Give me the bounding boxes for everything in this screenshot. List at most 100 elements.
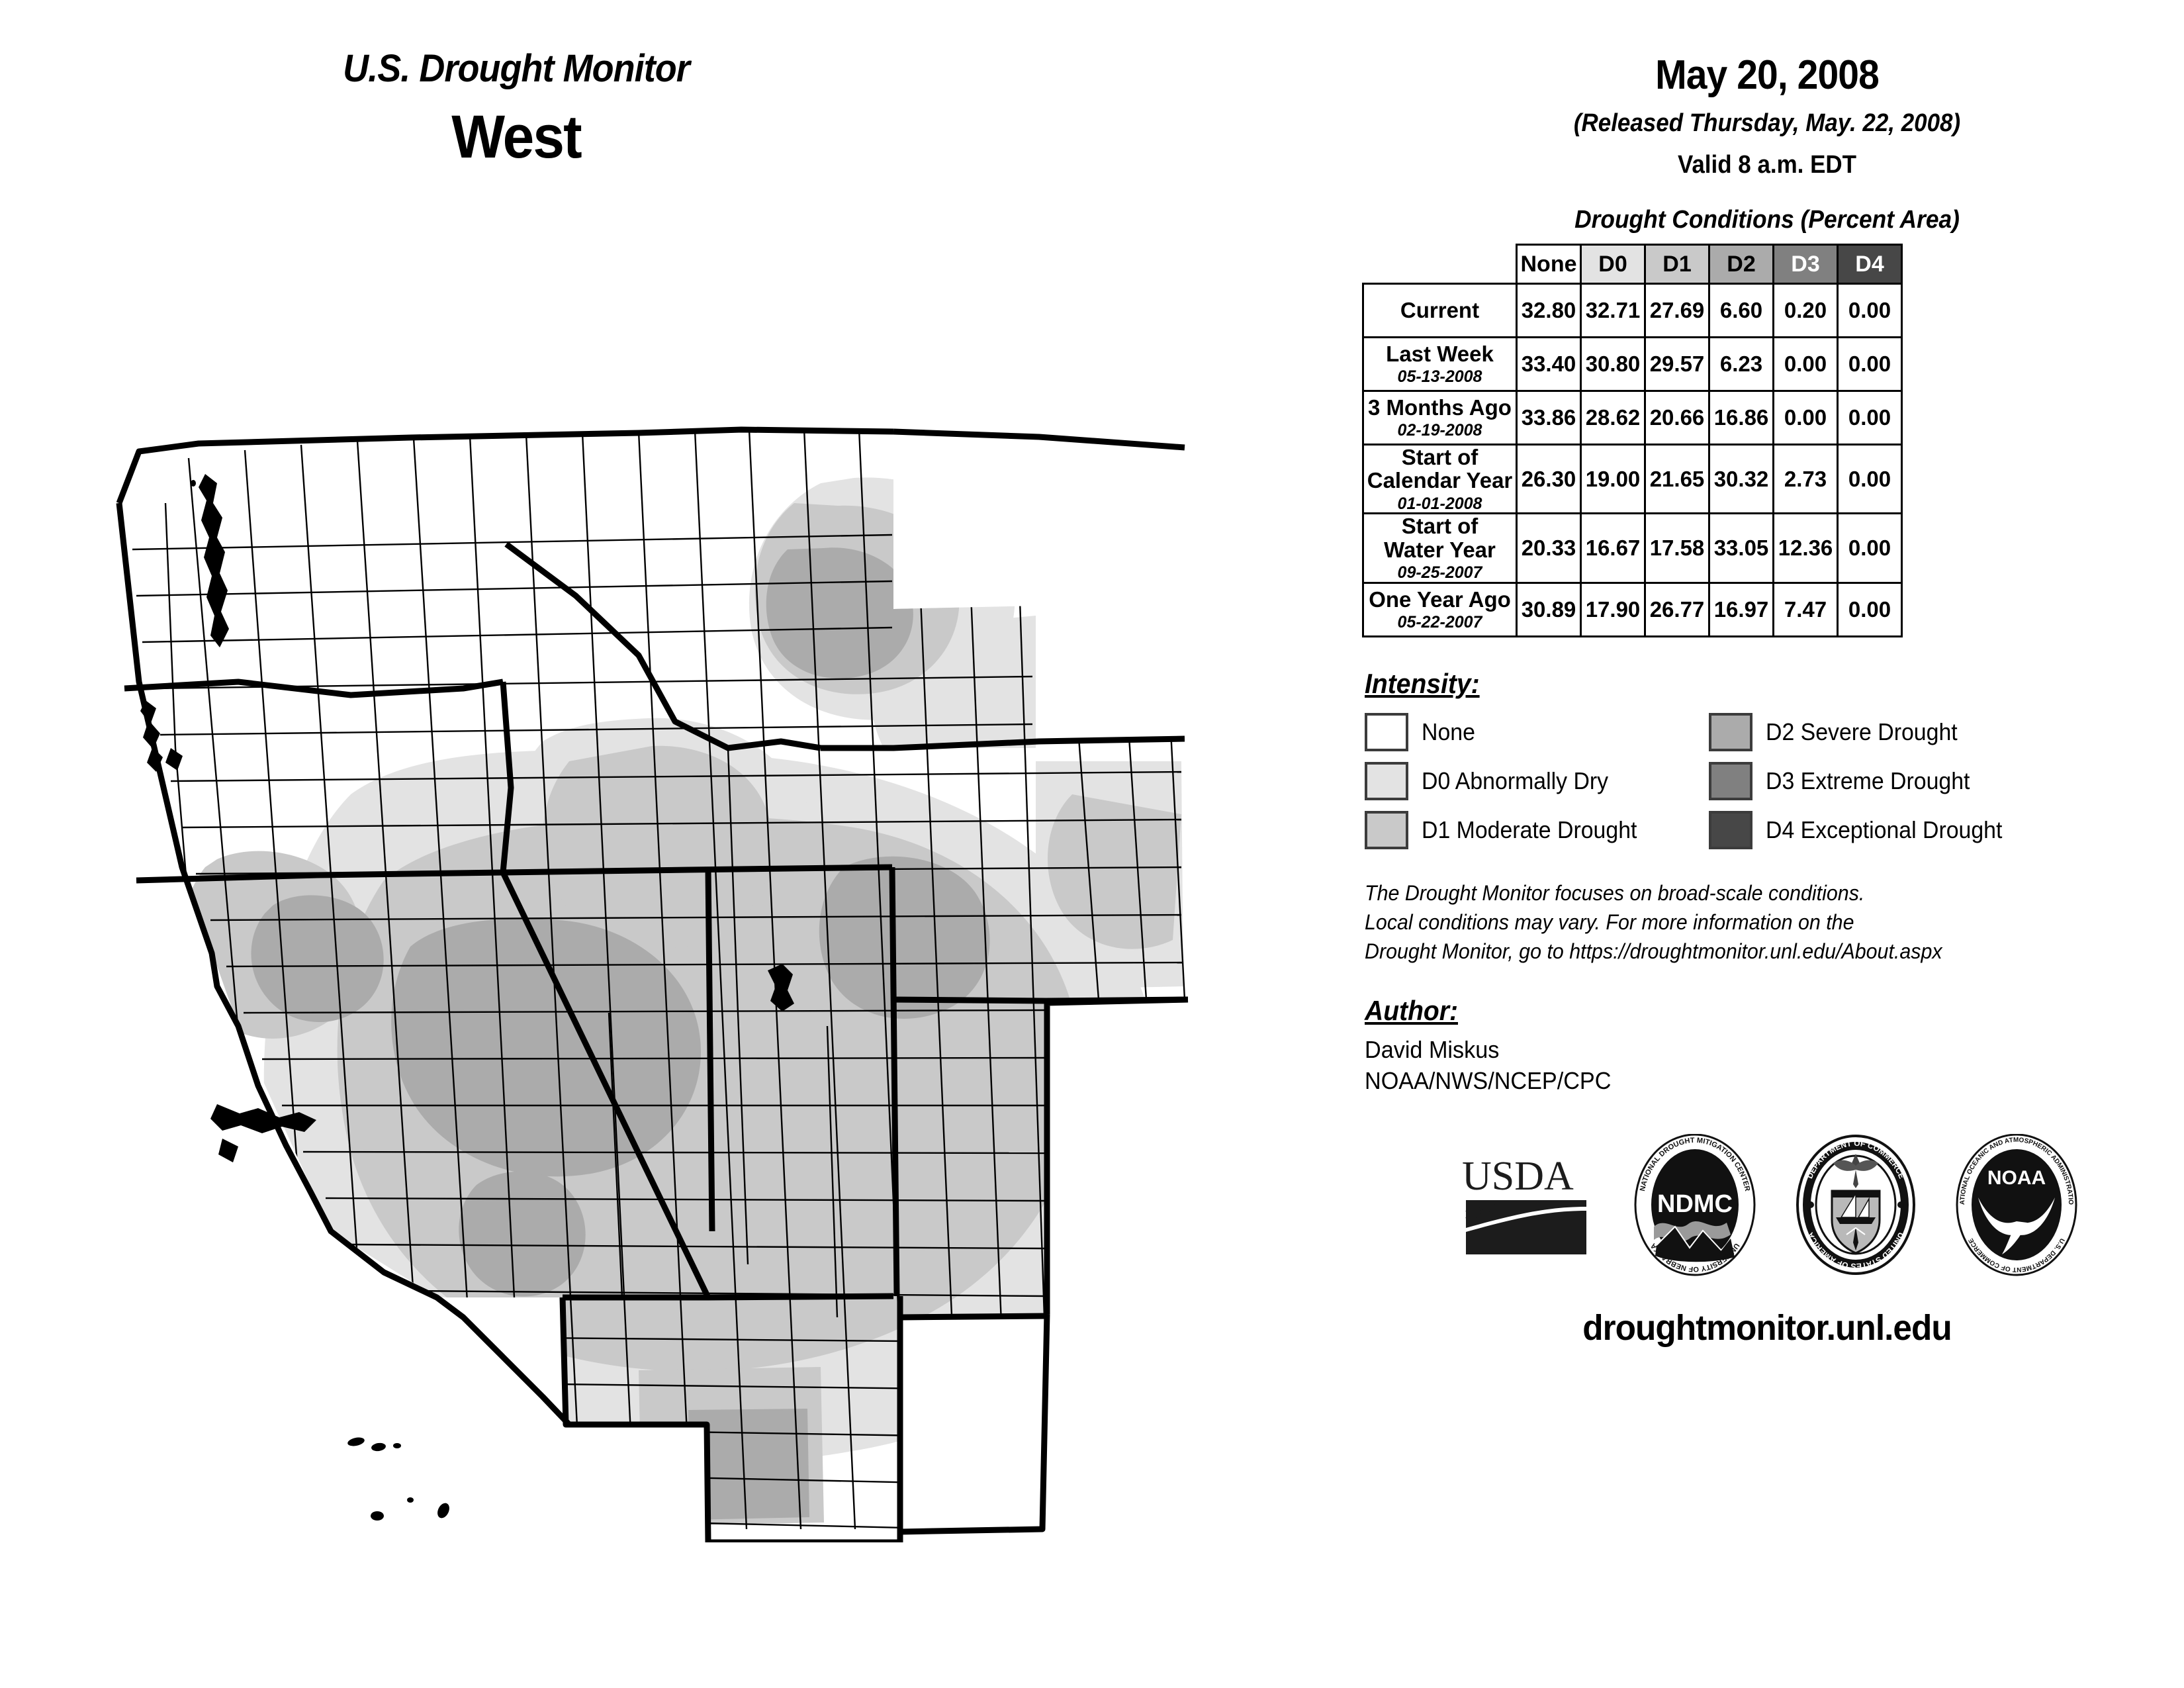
cell-d4: 0.00 — [1837, 512, 1903, 584]
cell-d3: 0.00 — [1772, 336, 1839, 392]
valid-time: Valid 8 a.m. EDT — [1677, 151, 1857, 179]
cell-d1: 27.69 — [1644, 283, 1710, 338]
table-row: Start of Calendar Year 01-01-2008 26.30 19.0… — [1362, 443, 1903, 515]
noaa-logo: NOAA NATIONAL OCEANIC AND ATMOSPHERIC AD… — [1953, 1129, 2078, 1280]
usda-logo: USDA — [1457, 1149, 1596, 1264]
row-label-date: 09-25-2007 — [1397, 563, 1482, 582]
legend-item-d3: D3 Extreme Drought — [1709, 761, 2184, 800]
cell-d1: 20.66 — [1644, 390, 1710, 445]
column-header-d4: D4 — [1837, 244, 1903, 285]
cell-d4: 0.00 — [1837, 283, 1903, 338]
column-header-d2: D2 — [1708, 244, 1774, 285]
cell-d3: 12.36 — [1772, 512, 1839, 584]
legend-label-d3: D3 Extreme Drought — [1766, 767, 1970, 794]
drought-map[interactable] — [40, 285, 1337, 1542]
cell-d4: 0.00 — [1837, 443, 1903, 515]
legend-swatch-d1 — [1365, 810, 1408, 849]
cell-d0: 32.71 — [1580, 283, 1646, 338]
cell-none: 32.80 — [1516, 283, 1582, 338]
disclaimer-line-3: Drought Monitor, go to https://droughtmo… — [1365, 939, 1942, 963]
cell-none: 30.89 — [1516, 581, 1582, 637]
region-title: West — [451, 103, 582, 171]
table-row: One Year Ago 05-22-2007 30.89 17.90 26.77 16.… — [1362, 581, 1903, 637]
row-label: Last Week 05-13-2008 — [1362, 336, 1518, 392]
date-block: May 20, 2008 (Released Thursday, May. 22… — [1350, 52, 2184, 179]
logo-row: USDA NDMC NATIONAL DROUGHT MITIGATION CE… — [1350, 1129, 2184, 1280]
legend-swatch-none — [1365, 712, 1408, 751]
svg-text:NDMC: NDMC — [1657, 1190, 1733, 1218]
legend-item-none: None — [1365, 712, 1709, 751]
cell-d4: 0.00 — [1837, 581, 1903, 637]
cell-none: 33.86 — [1516, 390, 1582, 445]
table-row: Last Week 05-13-2008 33.40 30.80 29.57 6.23 0.… — [1362, 336, 1903, 392]
column-header-none: None — [1516, 244, 1582, 285]
website-url[interactable]: droughtmonitor.unl.edu — [1582, 1307, 1952, 1348]
legend-swatch-d0 — [1365, 761, 1408, 800]
legend-item-d0: D0 Abnormally Dry — [1365, 761, 1709, 800]
row-label: 3 Months Ago 02-19-2008 — [1362, 390, 1518, 445]
cell-d0: 30.80 — [1580, 336, 1646, 392]
cell-d4: 0.00 — [1837, 390, 1903, 445]
header-blank-cell — [1363, 245, 1517, 284]
legend-swatch-d3 — [1709, 761, 1752, 800]
disclaimer-line-2: Local conditions may vary. For more info… — [1365, 910, 1854, 934]
cell-d2: 16.86 — [1708, 390, 1774, 445]
row-label-date: 01-01-2008 — [1397, 494, 1482, 513]
row-label: Current — [1362, 283, 1518, 338]
cell-d0: 17.90 — [1580, 581, 1646, 637]
cell-d2: 16.97 — [1708, 581, 1774, 637]
cell-d2: 30.32 — [1708, 443, 1774, 515]
cell-d2: 33.05 — [1708, 512, 1774, 584]
cell-none: 26.30 — [1516, 443, 1582, 515]
cell-none: 33.40 — [1516, 336, 1582, 392]
column-header-d3: D3 — [1772, 244, 1839, 285]
legend-item-d1: D1 Moderate Drought — [1365, 810, 1709, 849]
column-header-d0: D0 — [1580, 244, 1646, 285]
legend-grid: None D2 Severe Drought D0 Abnormally Dry D3… — [1365, 712, 2184, 849]
state-boundaries — [116, 426, 1189, 1542]
svg-text:USDA: USDA — [1462, 1154, 1574, 1199]
column-header-d1: D1 — [1644, 244, 1710, 285]
cell-d3: 0.00 — [1772, 390, 1839, 445]
page-title: U.S. Drought Monitor — [343, 47, 690, 90]
cell-none: 20.33 — [1516, 512, 1582, 584]
ndmc-logo: NDMC NATIONAL DROUGHT MITIGATION CENTER … — [1634, 1133, 1756, 1280]
intensity-legend: Intensity: None D2 Severe Drought D0 Abnor… — [1365, 668, 2184, 849]
table-header-row: None D0 D1 D2 D3 D4 — [1363, 244, 1903, 285]
title-block: U.S. Drought Monitor West — [0, 46, 1032, 172]
cell-d4: 0.00 — [1837, 336, 1903, 392]
drought-conditions-table: None D0 D1 D2 D3 D4 Current 32.80 32.71 27.… — [1362, 244, 2184, 637]
row-label-date: 02-19-2008 — [1397, 421, 1482, 440]
cell-d3: 0.20 — [1772, 283, 1839, 338]
cell-d0: 28.62 — [1580, 390, 1646, 445]
cell-d1: 26.77 — [1644, 581, 1710, 637]
legend-swatch-d2 — [1709, 712, 1752, 751]
table-caption: Drought Conditions (Percent Area) — [1574, 206, 1960, 234]
legend-swatch-d4 — [1709, 810, 1752, 849]
cell-d1: 29.57 — [1644, 336, 1710, 392]
author-name: David Miskus — [1365, 1036, 1500, 1064]
legend-label-d0: D0 Abnormally Dry — [1422, 767, 1609, 794]
cell-d3: 2.73 — [1772, 443, 1839, 515]
valid-date: May 20, 2008 — [1655, 52, 1880, 98]
row-label-date: 05-13-2008 — [1397, 367, 1482, 387]
author-organization: NOAA/NWS/NCEP/CPC — [1365, 1066, 1612, 1094]
legend-item-d4: D4 Exceptional Drought — [1709, 810, 2184, 849]
cell-d1: 21.65 — [1644, 443, 1710, 515]
author-heading: Author: — [1365, 995, 1459, 1027]
disclaimer-text: The Drought Monitor focuses on broad-sca… — [1365, 878, 2143, 966]
cell-d0: 19.00 — [1580, 443, 1646, 515]
row-label: One Year Ago 05-22-2007 — [1362, 581, 1518, 637]
disclaimer-line-1: The Drought Monitor focuses on broad-sca… — [1365, 880, 1865, 905]
info-panel: May 20, 2008 (Released Thursday, May. 22… — [1350, 0, 2184, 1688]
row-label: Start of Water Year 09-25-2007 — [1362, 512, 1518, 584]
map-panel: U.S. Drought Monitor West — [0, 46, 1337, 1542]
legend-title: Intensity: — [1365, 667, 1480, 699]
cell-d2: 6.60 — [1708, 283, 1774, 338]
water-detail — [140, 474, 794, 1521]
legend-label-none: None — [1422, 718, 1475, 745]
county-boundaries — [132, 429, 1186, 1530]
svg-text:NOAA: NOAA — [1987, 1167, 2045, 1189]
row-label-date: 05-22-2007 — [1397, 612, 1482, 632]
cell-d3: 7.47 — [1772, 581, 1839, 637]
